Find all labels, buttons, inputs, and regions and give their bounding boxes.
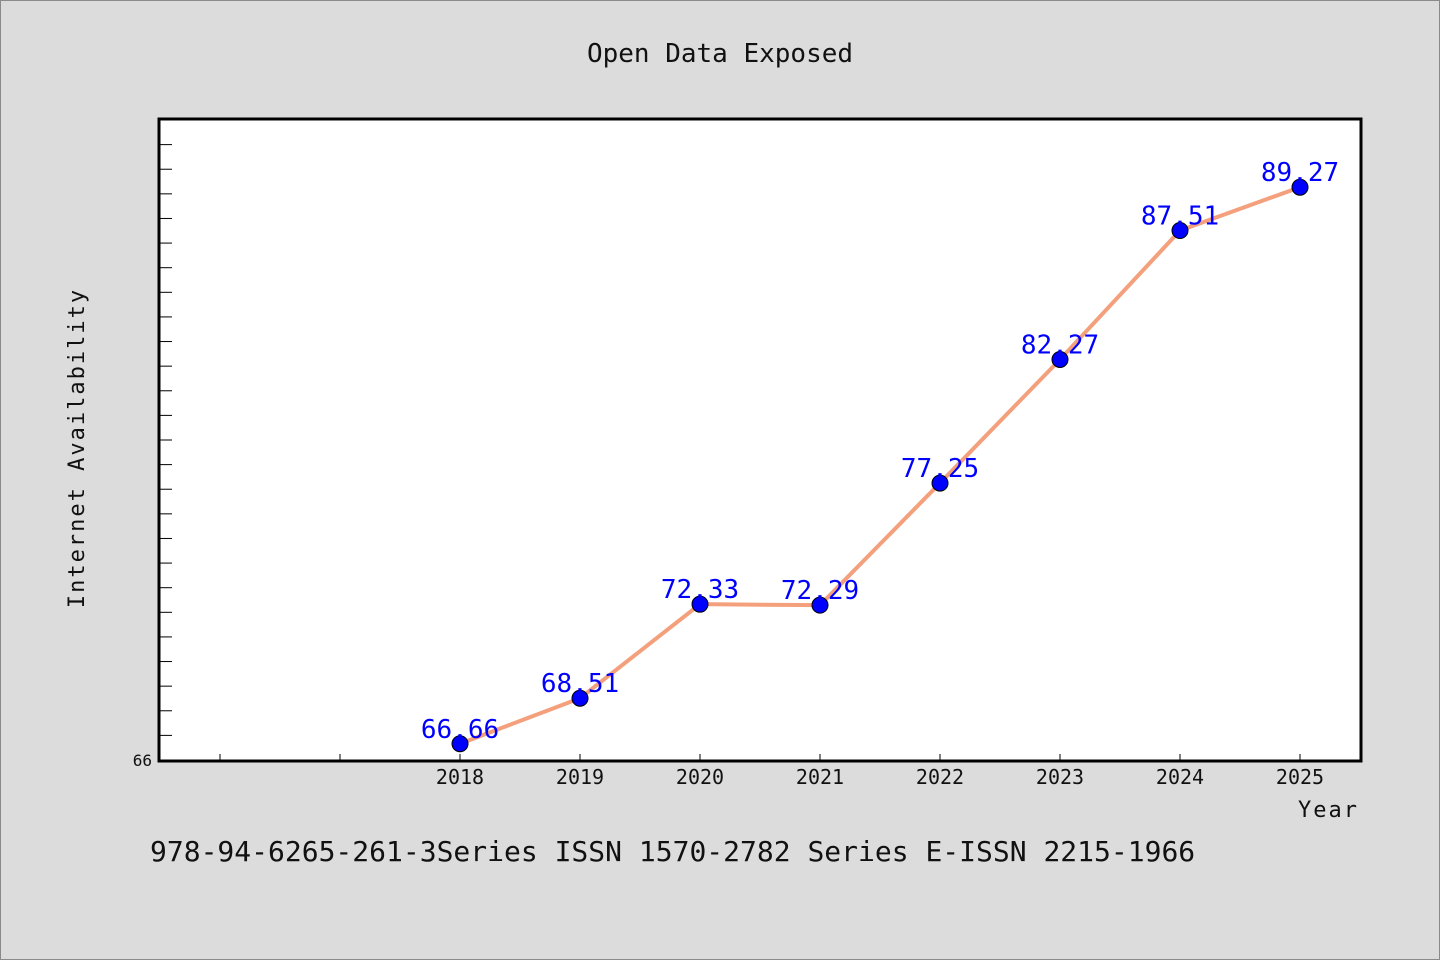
- data-labels: 66.66 68.51 72.33 72.29 77.25 82.27 87.51 89.27: [421, 158, 1339, 745]
- data-label: 66.66: [421, 715, 499, 745]
- x-tick-label: 2019: [556, 765, 604, 789]
- x-tick-label: 2024: [1156, 765, 1204, 789]
- x-tick-label: 2025: [1276, 765, 1324, 789]
- data-point: [1051, 351, 1069, 369]
- data-point: [691, 595, 709, 613]
- data-point: [931, 474, 949, 492]
- x-axis-label: Year: [1298, 798, 1359, 823]
- x-tick-label: 2020: [676, 765, 724, 789]
- x-tick-label: 2023: [1036, 765, 1084, 789]
- x-tick-label: 2021: [796, 765, 844, 789]
- footer-text: 978-94-6265-261-3Series ISSN 1570-2782 S…: [150, 835, 1195, 868]
- data-point: [811, 596, 829, 614]
- x-tick-label: 2022: [916, 765, 964, 789]
- data-label: 72.29: [781, 576, 859, 606]
- y-axis-label: Internet Availability: [65, 288, 90, 608]
- y-tick-label: 66: [133, 751, 152, 770]
- y-axis-ticks: 66: [133, 144, 172, 770]
- data-point: [451, 735, 469, 753]
- data-point: [1171, 222, 1189, 240]
- series-layer: [451, 178, 1309, 753]
- data-label: 89.27: [1261, 158, 1339, 188]
- data-point: [571, 689, 589, 707]
- x-axis-ticks: 2018 2019 2020 2021 2022 2023 2024 2025: [219, 754, 1324, 789]
- data-point: [1291, 178, 1309, 196]
- data-label: 72.33: [661, 575, 739, 605]
- data-label: 68.51: [541, 669, 619, 699]
- x-tick-label: 2018: [436, 765, 484, 789]
- chart-title: Open Data Exposed: [587, 39, 853, 69]
- data-label: 87.51: [1141, 202, 1219, 232]
- series-line: [458, 185, 1302, 746]
- data-label: 82.27: [1021, 331, 1099, 361]
- data-label: 77.25: [901, 454, 979, 484]
- plot-area: [157, 117, 1363, 763]
